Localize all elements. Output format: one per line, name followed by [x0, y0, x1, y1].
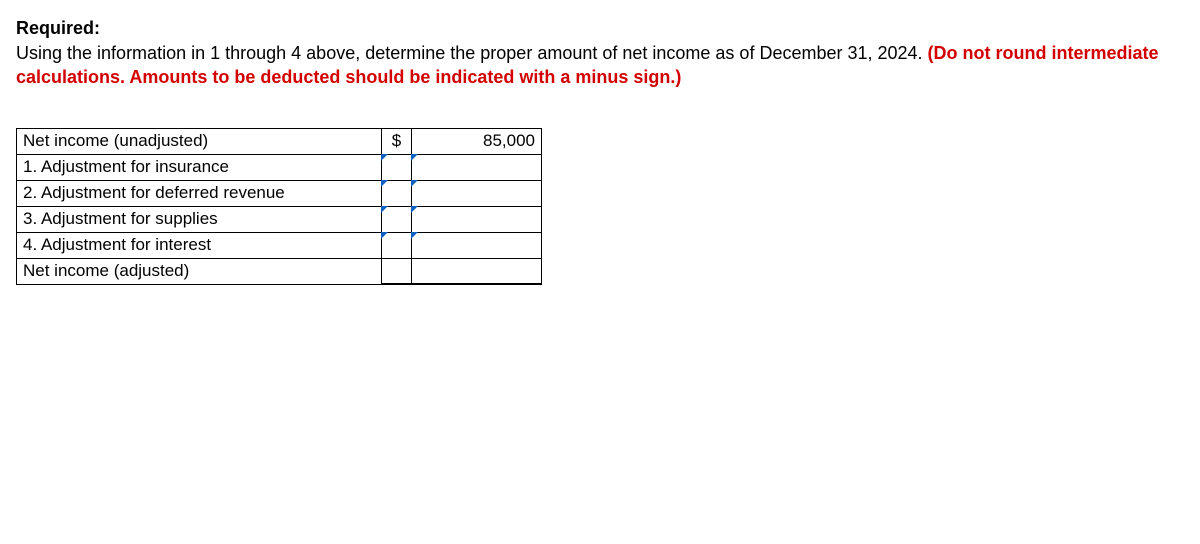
row-label: 2. Adjustment for deferred revenue — [17, 180, 382, 206]
row-dollar: $ — [382, 128, 412, 154]
table-row: 4. Adjustment for interest — [17, 232, 542, 258]
table-row: 3. Adjustment for supplies — [17, 206, 542, 232]
table-row: Net income (adjusted) — [17, 258, 542, 284]
row-value: 85,000 — [412, 128, 542, 154]
row-dollar-input[interactable] — [382, 232, 412, 258]
row-label: Net income (adjusted) — [17, 258, 382, 284]
required-heading: Required: — [16, 18, 1184, 39]
table-row: Net income (unadjusted) $ 85,000 — [17, 128, 542, 154]
row-label: Net income (unadjusted) — [17, 128, 382, 154]
row-dollar-input[interactable] — [382, 154, 412, 180]
row-value-input[interactable] — [412, 180, 542, 206]
row-dollar-input[interactable] — [382, 206, 412, 232]
row-value-input[interactable] — [412, 206, 542, 232]
row-value-input[interactable] — [412, 154, 542, 180]
row-label: 1. Adjustment for insurance — [17, 154, 382, 180]
row-label: 3. Adjustment for supplies — [17, 206, 382, 232]
table-row: 1. Adjustment for insurance — [17, 154, 542, 180]
row-value — [412, 258, 542, 284]
row-label: 4. Adjustment for interest — [17, 232, 382, 258]
required-body: Using the information in 1 through 4 abo… — [16, 41, 1184, 90]
row-dollar — [382, 258, 412, 284]
adjustments-table: Net income (unadjusted) $ 85,000 1. Adju… — [16, 128, 542, 286]
row-dollar-input[interactable] — [382, 180, 412, 206]
table-row: 2. Adjustment for deferred revenue — [17, 180, 542, 206]
row-value-input[interactable] — [412, 232, 542, 258]
required-body-plain: Using the information in 1 through 4 abo… — [16, 43, 928, 63]
